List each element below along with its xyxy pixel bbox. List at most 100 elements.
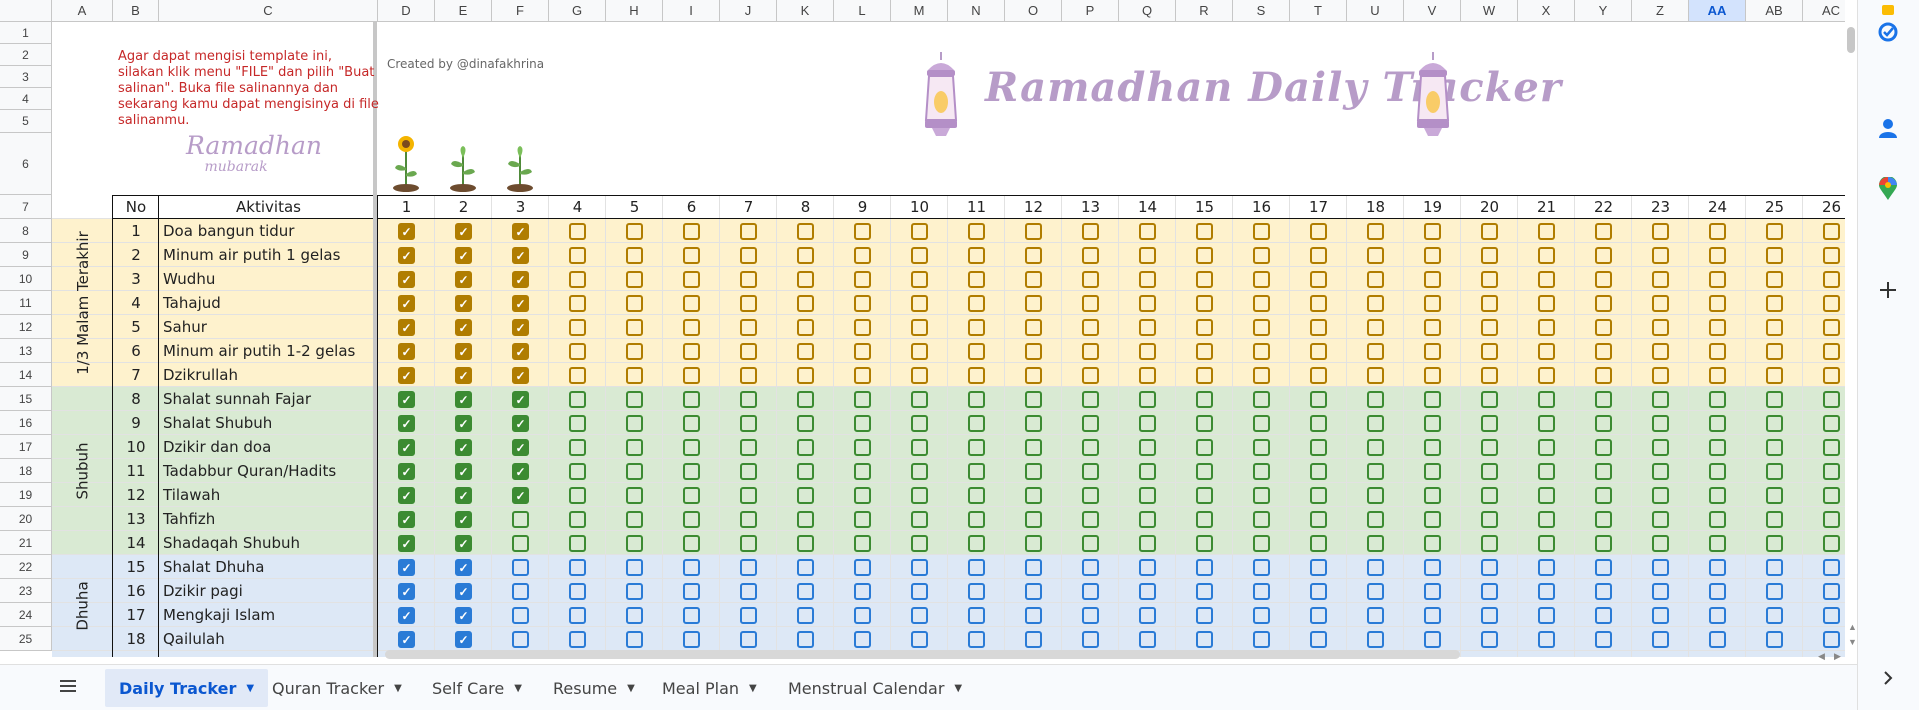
- chevron-down-icon[interactable]: ▼: [514, 682, 522, 694]
- checkbox[interactable]: [968, 367, 985, 384]
- frozen-divider[interactable]: [373, 0, 377, 657]
- checkbox[interactable]: [1595, 223, 1612, 240]
- checkbox[interactable]: [512, 631, 529, 648]
- row-header-23[interactable]: 23: [0, 579, 52, 603]
- checkbox[interactable]: [1652, 511, 1669, 528]
- checkbox-checked[interactable]: ✓: [398, 415, 415, 432]
- checkbox[interactable]: [1481, 559, 1498, 576]
- checkbox[interactable]: [1652, 439, 1669, 456]
- checkbox[interactable]: [569, 247, 586, 264]
- row-header-20[interactable]: 20: [0, 507, 52, 531]
- checkbox[interactable]: [1082, 463, 1099, 480]
- checkbox[interactable]: [1253, 415, 1270, 432]
- checkbox[interactable]: [683, 391, 700, 408]
- checkbox[interactable]: [626, 367, 643, 384]
- checkbox[interactable]: [968, 631, 985, 648]
- checkbox[interactable]: [683, 583, 700, 600]
- checkbox[interactable]: [1766, 631, 1783, 648]
- checkbox[interactable]: [1595, 367, 1612, 384]
- checkbox[interactable]: [1709, 271, 1726, 288]
- checkbox[interactable]: [1025, 439, 1042, 456]
- checkbox[interactable]: [569, 511, 586, 528]
- checkbox[interactable]: [1538, 223, 1555, 240]
- checkbox[interactable]: [968, 343, 985, 360]
- column-header-f[interactable]: F: [492, 0, 549, 22]
- checkbox[interactable]: [911, 391, 928, 408]
- checkbox[interactable]: [1424, 511, 1441, 528]
- checkbox[interactable]: [1196, 223, 1213, 240]
- checkbox[interactable]: [1253, 487, 1270, 504]
- checkbox[interactable]: [626, 343, 643, 360]
- checkbox[interactable]: [1310, 439, 1327, 456]
- checkbox[interactable]: [1652, 487, 1669, 504]
- checkbox[interactable]: [740, 583, 757, 600]
- checkbox[interactable]: [1481, 271, 1498, 288]
- checkbox[interactable]: [1595, 607, 1612, 624]
- checkbox-checked[interactable]: ✓: [398, 487, 415, 504]
- checkbox[interactable]: [1025, 295, 1042, 312]
- checkbox[interactable]: [1823, 511, 1840, 528]
- checkbox[interactable]: [569, 583, 586, 600]
- checkbox[interactable]: [1766, 367, 1783, 384]
- checkbox[interactable]: [1709, 295, 1726, 312]
- checkbox[interactable]: [569, 631, 586, 648]
- checkbox[interactable]: [1253, 559, 1270, 576]
- tab-resume[interactable]: Resume ▼: [539, 669, 649, 707]
- checkbox[interactable]: [968, 223, 985, 240]
- checkbox[interactable]: [1481, 415, 1498, 432]
- checkbox-checked[interactable]: ✓: [455, 535, 472, 552]
- checkbox[interactable]: [854, 367, 871, 384]
- checkbox[interactable]: [854, 391, 871, 408]
- checkbox[interactable]: [854, 607, 871, 624]
- checkbox[interactable]: [1709, 367, 1726, 384]
- checkbox[interactable]: [1196, 607, 1213, 624]
- checkbox[interactable]: [1424, 319, 1441, 336]
- checkbox[interactable]: [854, 487, 871, 504]
- checkbox[interactable]: [1766, 247, 1783, 264]
- row-header-15[interactable]: 15: [0, 387, 52, 411]
- checkbox[interactable]: [1139, 631, 1156, 648]
- checkbox[interactable]: [1139, 391, 1156, 408]
- column-header-d[interactable]: D: [378, 0, 435, 22]
- checkbox[interactable]: [1595, 343, 1612, 360]
- checkbox[interactable]: [1310, 607, 1327, 624]
- checkbox[interactable]: [1367, 391, 1384, 408]
- checkbox[interactable]: [740, 439, 757, 456]
- checkbox-checked[interactable]: ✓: [512, 367, 529, 384]
- column-header-aa[interactable]: AA: [1689, 0, 1746, 22]
- checkbox[interactable]: [1196, 559, 1213, 576]
- row-header-24[interactable]: 24: [0, 603, 52, 627]
- checkbox[interactable]: [626, 607, 643, 624]
- checkbox[interactable]: [1538, 463, 1555, 480]
- checkbox[interactable]: [797, 367, 814, 384]
- column-header-b[interactable]: B: [113, 0, 159, 22]
- checkbox[interactable]: [1025, 367, 1042, 384]
- checkbox[interactable]: [854, 271, 871, 288]
- checkbox-checked[interactable]: ✓: [455, 463, 472, 480]
- checkbox[interactable]: [797, 319, 814, 336]
- checkbox-checked[interactable]: ✓: [455, 223, 472, 240]
- checkbox-checked[interactable]: ✓: [398, 295, 415, 312]
- checkbox[interactable]: [1025, 271, 1042, 288]
- checkbox[interactable]: [1082, 247, 1099, 264]
- checkbox[interactable]: [1823, 343, 1840, 360]
- checkbox[interactable]: [512, 559, 529, 576]
- column-header-w[interactable]: W: [1461, 0, 1518, 22]
- checkbox[interactable]: [1823, 247, 1840, 264]
- checkbox-checked[interactable]: ✓: [455, 511, 472, 528]
- checkbox[interactable]: [854, 343, 871, 360]
- checkbox-checked[interactable]: ✓: [455, 559, 472, 576]
- row-header-5[interactable]: 5: [0, 110, 52, 133]
- checkbox[interactable]: [911, 271, 928, 288]
- checkbox[interactable]: [911, 367, 928, 384]
- checkbox[interactable]: [1082, 631, 1099, 648]
- checkbox[interactable]: [968, 511, 985, 528]
- checkbox[interactable]: [1538, 319, 1555, 336]
- checkbox[interactable]: [968, 487, 985, 504]
- checkbox-checked[interactable]: ✓: [398, 583, 415, 600]
- column-header-g[interactable]: G: [549, 0, 606, 22]
- checkbox[interactable]: [1196, 487, 1213, 504]
- checkbox[interactable]: [1709, 247, 1726, 264]
- checkbox[interactable]: [1139, 295, 1156, 312]
- checkbox[interactable]: [1025, 487, 1042, 504]
